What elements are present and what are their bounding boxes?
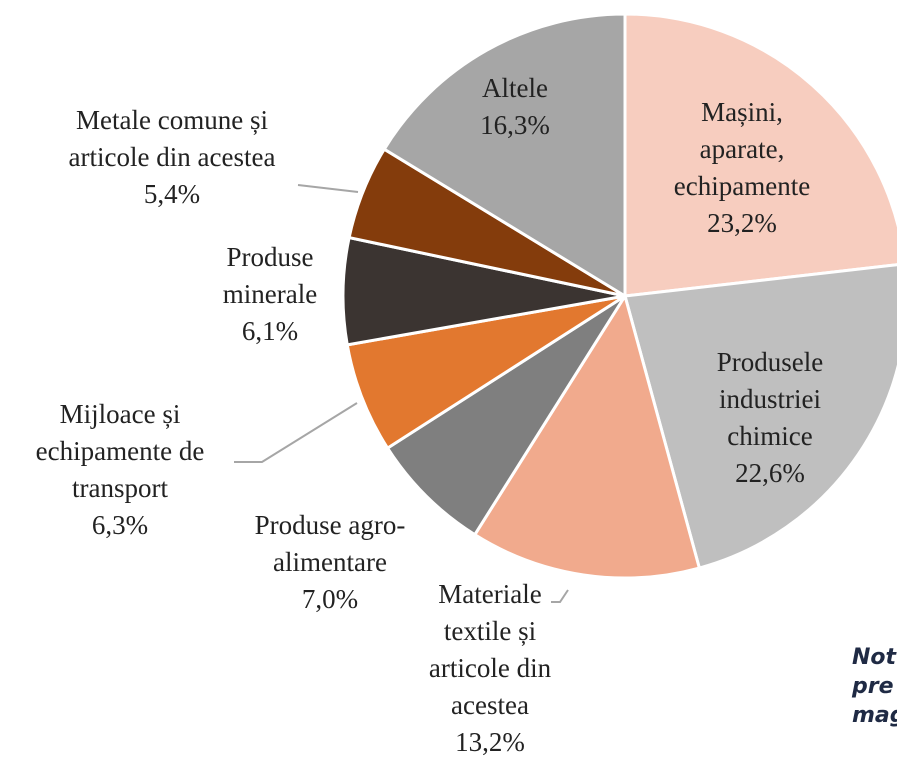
value-label: 16,3% bbox=[480, 110, 550, 140]
pie-slice bbox=[623, 263, 897, 570]
value-label: 6,1% bbox=[241, 316, 299, 346]
leader-line bbox=[297, 184, 359, 193]
category-label: Mașini, aparate, echipamente bbox=[673, 97, 811, 201]
slice-label: Materiale textile și articole din aceste… bbox=[429, 576, 551, 761]
note: mag bbox=[852, 703, 897, 728]
value-label: 5,4% bbox=[143, 179, 201, 209]
note: pre bbox=[852, 674, 894, 699]
leader-line bbox=[551, 589, 569, 603]
slice-label: Produse minerale 6,1% bbox=[223, 239, 317, 350]
pie-slice bbox=[382, 12, 627, 299]
category-label: Produsele industriei chimice bbox=[716, 347, 824, 451]
leader-line bbox=[234, 402, 358, 463]
category-label: Produse minerale bbox=[222, 242, 318, 309]
value-label: 13,2% bbox=[455, 727, 525, 757]
value-label: 22,6% bbox=[735, 458, 805, 488]
category-label: Mijloace și echipamente de transport bbox=[35, 399, 205, 503]
slice-label: Produse agro- alimentare 7,0% bbox=[255, 507, 406, 618]
category-label: Metale comune și articole din acestea bbox=[68, 105, 276, 172]
pie-slice bbox=[623, 12, 897, 298]
value-label: 23,2% bbox=[707, 208, 777, 238]
pie-slice bbox=[472, 292, 702, 580]
slice-label: Metale comune și articole din acestea 5,4… bbox=[69, 102, 276, 213]
slice-label: Mașini, aparate, echipamente 23,2% bbox=[674, 94, 810, 242]
category-label: Altele bbox=[482, 73, 548, 103]
pie bbox=[341, 12, 897, 580]
pie-slice bbox=[385, 294, 627, 537]
value-label: 6,3% bbox=[91, 510, 149, 540]
slice-label: Produsele industriei chimice 22,6% bbox=[717, 344, 823, 492]
slice-label: Mijloace și echipamente de transport 6,3% bbox=[36, 396, 205, 544]
note: Not bbox=[852, 645, 897, 670]
value-label: 7,0% bbox=[301, 584, 359, 614]
category-label: Materiale textile și articole din aceste… bbox=[428, 579, 552, 720]
category-label: Produse agro- alimentare bbox=[254, 510, 406, 577]
slice-label: Altele 16,3% bbox=[480, 70, 550, 144]
